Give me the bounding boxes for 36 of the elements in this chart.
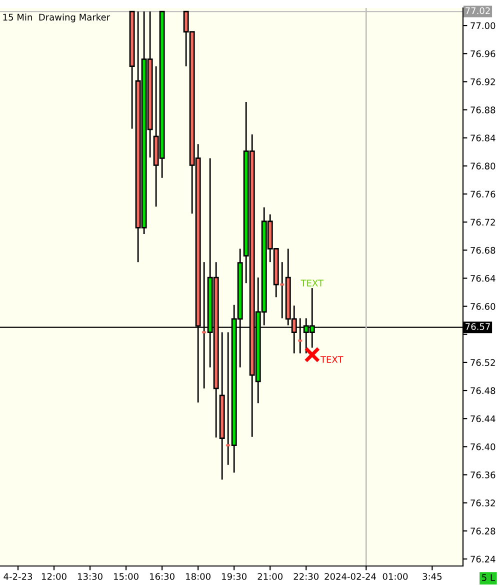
y-tick-label: 76.68 <box>470 246 496 254</box>
x-tick-label: 2024-02-24 01:00 <box>324 573 408 580</box>
x-tick-label: 22:30 <box>294 573 319 580</box>
y-tick-label: 76.28 <box>470 528 496 534</box>
x-tick-label: 4-2-23 <box>4 573 32 580</box>
y-tick-label: 76.44 <box>470 415 496 422</box>
y-tick-label: 76.40 <box>470 443 496 450</box>
y-tick-label: 76.36 <box>470 471 496 478</box>
y-tick-label: 77.00 <box>470 22 496 30</box>
text: 5 L <box>482 574 495 581</box>
y-tick-label: 76.48 <box>470 387 496 394</box>
ref-line-label: 76.57 <box>466 323 490 330</box>
y-tick-label: 76.24 <box>470 556 496 563</box>
x-tick-label: 18:00 <box>186 573 210 580</box>
y-tick-label: 76.80 <box>470 162 496 170</box>
y-tick-label: 76.76 <box>470 190 496 198</box>
y-tick-label: 76.84 <box>470 134 496 142</box>
series-label: TEXT <box>320 356 344 363</box>
x-tick-label: 3:45 <box>422 573 442 580</box>
text: 15 Min Drawing Marker <box>3 14 110 22</box>
x-tick-label: 13:30 <box>78 573 102 580</box>
y-tick-label: 76.88 <box>470 106 496 114</box>
x-tick-label: 15:00 <box>114 573 138 580</box>
x-tick-label: 12:00 <box>42 573 66 580</box>
ref-line-label: 77.02 <box>466 7 490 14</box>
y-tick-label: 76.52 <box>470 359 495 366</box>
y-tick-label: 76.64 <box>470 274 496 282</box>
y-tick-label: 76.92 <box>470 78 495 86</box>
annotation: TEXT <box>300 280 324 286</box>
x-tick-label: 21:00 <box>258 573 283 580</box>
y-tick-label: 76.96 <box>470 50 496 58</box>
y-tick-label: 76.72 <box>470 218 495 226</box>
x-tick-label: 16:30 <box>150 573 174 580</box>
y-tick-label: 76.60 <box>470 303 496 310</box>
x-tick-label: 19:30 <box>222 573 247 580</box>
y-tick-label: 76.32 <box>470 500 495 506</box>
